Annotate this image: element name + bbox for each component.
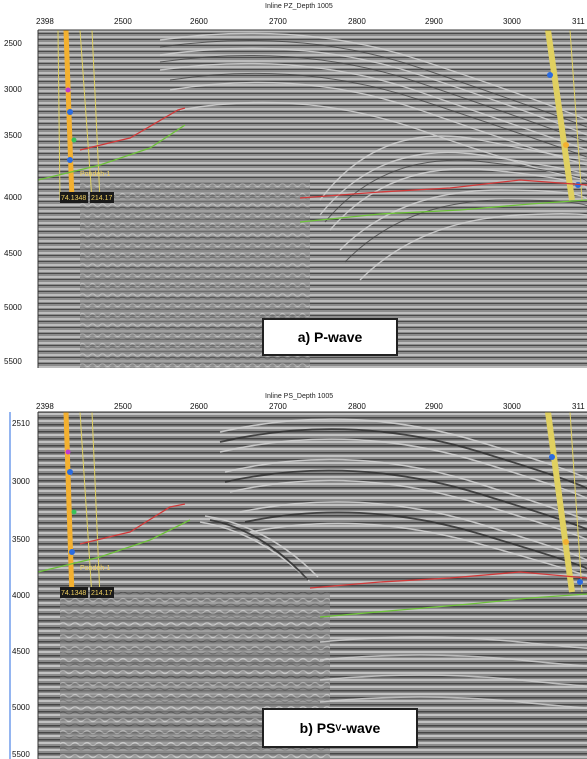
y-tick: 2500	[4, 39, 22, 48]
section-title: Inline PZ_Depth 1005	[265, 3, 333, 10]
well-depth-label: 74.1348	[61, 590, 86, 597]
y-tick: 3000	[4, 85, 22, 94]
x-tick: 2398	[36, 402, 54, 411]
x-axis-ticks: 2398 2500 2600 2700 2800 2900 3000 311	[36, 17, 585, 26]
well-right	[545, 411, 583, 593]
y-tick: 3500	[4, 131, 22, 140]
x-tick: 2700	[269, 17, 287, 26]
x-tick: 2700	[269, 402, 287, 411]
x-tick: 2398	[36, 17, 54, 26]
well-value-label-box	[90, 587, 114, 598]
x-tick: 2900	[425, 17, 443, 26]
horizon-red-right	[309, 571, 587, 589]
horizon-red-left	[79, 107, 186, 151]
well-depth-label-box	[60, 587, 88, 598]
horizon-green-right	[319, 593, 587, 618]
y-tick: 2510	[12, 419, 30, 428]
caption-main: b) PS	[299, 720, 336, 736]
y-tick: 3000	[12, 477, 30, 486]
x-axis-ticks: 2398 2500 2600 2700 2800 2900 3000 311	[36, 402, 585, 411]
y-tick: 4500	[4, 249, 22, 258]
y-axis-ticks: 2500 3000 3500 4000 4500 5000 5500	[4, 39, 22, 366]
caption-p-wave: a) P-wave	[262, 318, 398, 356]
seismic-section-ps: 74.1348 214.17 Pondeh-1 Inline PS_Depth …	[0, 392, 587, 759]
x-tick: 3000	[503, 17, 521, 26]
caption-ps-wave: b) PS V -wave	[262, 708, 418, 748]
well-right	[545, 29, 583, 201]
panel-p-wave: 74.1348 214.17 Pondeh-1 Inline PZ_Depth …	[0, 0, 587, 368]
well-value-label-box	[90, 192, 114, 203]
well-left	[63, 411, 101, 598]
reflector-lines	[199, 418, 587, 583]
y-tick: 5500	[12, 750, 30, 759]
y-tick: 4500	[12, 647, 30, 656]
well-name-label: Pondeh-1	[80, 171, 110, 178]
well-value-label: 214.17	[91, 590, 113, 597]
y-axis-ticks: 2510 3000 3500 4000 4500 5000 5500	[12, 419, 30, 759]
x-tick: 3000	[503, 402, 521, 411]
y-tick: 3500	[12, 535, 30, 544]
section-title: Inline PS_Depth 1005	[265, 393, 333, 400]
well-depth-label: 74.1348	[61, 195, 86, 202]
x-tick: 311	[572, 402, 585, 411]
x-tick: 2800	[348, 17, 366, 26]
well-value-label: 214.17	[91, 195, 113, 202]
panel-ps-wave: 74.1348 214.17 Pondeh-1 Inline PS_Depth …	[0, 392, 587, 759]
well-name-label: Pondeh-1	[80, 565, 110, 572]
horizon-green-left	[37, 124, 186, 181]
well-depth-label-box	[60, 192, 88, 203]
x-tick: 2600	[190, 17, 208, 26]
x-tick: 311	[572, 17, 585, 26]
y-tick: 5000	[4, 303, 22, 312]
x-tick: 2900	[425, 402, 443, 411]
x-tick: 2600	[190, 402, 208, 411]
caption-tail: -wave	[341, 720, 381, 736]
x-tick: 2500	[114, 17, 132, 26]
x-tick: 2800	[348, 402, 366, 411]
horizon-green-left	[37, 519, 191, 573]
horizon-red-right	[299, 179, 587, 199]
y-tick: 5500	[4, 357, 22, 366]
seismic-section-p: 74.1348 214.17 Pondeh-1 Inline PZ_Depth …	[0, 0, 587, 368]
caption-subscript: V	[335, 723, 342, 733]
y-tick: 4000	[4, 193, 22, 202]
x-tick: 2500	[114, 402, 132, 411]
horizon-red-left	[79, 503, 186, 545]
horizon-green-right	[299, 199, 587, 223]
y-tick: 4000	[12, 591, 30, 600]
y-tick: 5000	[12, 703, 30, 712]
